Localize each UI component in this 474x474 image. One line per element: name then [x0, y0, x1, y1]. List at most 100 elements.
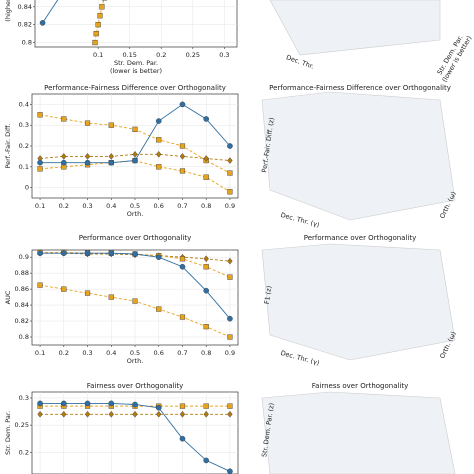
point: [108, 250, 115, 256]
point: [99, 4, 105, 10]
point: [179, 435, 186, 442]
point: [39, 20, 46, 26]
x-tick-label: 0.7: [177, 202, 187, 210]
x-tick-label: 0.8: [201, 202, 211, 210]
y-tick-label: 0.8: [22, 39, 32, 47]
point: [108, 410, 114, 418]
y-tick-label: 0.2: [19, 142, 29, 150]
point: [95, 22, 101, 28]
y-axis-label: (higher: [4, 0, 12, 22]
point: [132, 157, 138, 164]
point: [61, 286, 67, 292]
point: [179, 403, 186, 409]
point: [132, 126, 138, 132]
point: [179, 143, 186, 149]
point: [155, 118, 162, 124]
point: [61, 400, 67, 407]
y-axis-label: AUC: [4, 290, 12, 304]
x-tick-label: 0.1: [93, 51, 103, 59]
y-tick-label: 0.86: [15, 285, 29, 293]
point: [227, 468, 233, 474]
point: [84, 250, 91, 256]
point: [108, 400, 115, 407]
y-tick-label: 0: [25, 184, 29, 192]
point: [203, 264, 209, 270]
y-tick-label: 0.25: [15, 421, 29, 429]
x-tick-label: 0.1: [35, 202, 45, 210]
point: [156, 137, 162, 143]
chart-title: Performance-Fairness Difference over Ort…: [44, 84, 226, 92]
x-tick-label: 0.2: [156, 51, 166, 59]
point: [227, 274, 233, 280]
point: [227, 410, 233, 418]
pane: [261, 91, 456, 221]
point: [84, 410, 91, 418]
point: [132, 410, 138, 418]
point: [179, 256, 186, 262]
point: [132, 150, 138, 158]
pane: [269, 0, 441, 56]
y-tick-label: 0.84: [18, 3, 32, 11]
point: [203, 403, 209, 409]
point: [84, 159, 91, 166]
point: [227, 257, 233, 265]
point: [203, 155, 209, 162]
point: [179, 101, 186, 108]
chart-title: Fairness over Orthogonality: [312, 382, 409, 390]
point: [108, 294, 114, 300]
point: [97, 13, 103, 19]
point: [132, 401, 138, 408]
point: [37, 112, 43, 118]
point: [203, 116, 209, 122]
point: [179, 410, 186, 418]
z-axis-label: F1 (z): [263, 285, 273, 304]
point: [37, 400, 43, 407]
y-tick-label: 0.3: [19, 121, 29, 129]
point: [108, 122, 114, 128]
x-axis-label: Orth.: [127, 357, 144, 365]
point: [203, 287, 209, 294]
point: [37, 159, 43, 166]
chart-title: Performance over Orthogonality: [79, 234, 192, 242]
x-tick-label: 0.2: [59, 349, 69, 357]
point: [156, 306, 162, 312]
point: [203, 255, 209, 263]
point: [108, 159, 115, 166]
point: [108, 153, 114, 160]
point: [84, 153, 91, 160]
x-tick-label: 0.9: [225, 202, 235, 210]
x-tick-label: 0.6: [154, 202, 164, 210]
point: [155, 254, 162, 260]
x-tick-label: 0.4: [106, 349, 116, 357]
y-tick-label: 0.1: [19, 163, 29, 171]
point: [84, 290, 91, 296]
point: [156, 164, 162, 170]
point: [203, 174, 209, 180]
panel-3d-frames: [261, 0, 456, 474]
x-tick-label: 0.1: [35, 349, 45, 357]
x-tick-label: 0.3: [82, 202, 92, 210]
point: [179, 153, 186, 160]
x-tick-label: 0.5: [130, 202, 140, 210]
plot-frame: [34, 0, 238, 48]
y-tick-label: 0.4: [19, 100, 29, 108]
chart-title: Performance over Orthogonality: [304, 234, 417, 242]
y-tick-label: 0.82: [18, 21, 32, 29]
point: [203, 410, 209, 418]
point: [227, 157, 233, 164]
x-axis-label: Dec. Thr. (γ): [280, 211, 321, 229]
x-tick-label: 0.15: [122, 51, 136, 59]
x-tick-label: 0.3: [82, 349, 92, 357]
x-axis-label: Str. Dem. Par. (lower is better): [110, 59, 162, 75]
point: [227, 403, 233, 409]
x-axis-label: Orth.: [127, 210, 144, 218]
x-tick-label: 0.8: [201, 349, 211, 357]
y-tick-label: 0.3: [19, 394, 29, 402]
point: [37, 410, 43, 418]
point: [61, 250, 67, 256]
y-axis-label: Str. Dem. Par.: [4, 411, 12, 455]
point: [61, 116, 67, 122]
chart-title: Fairness over Orthogonality: [87, 382, 184, 390]
point: [227, 334, 233, 340]
y-tick-label: 0.2: [19, 448, 29, 456]
